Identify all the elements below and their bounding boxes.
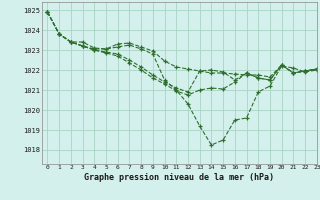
X-axis label: Graphe pression niveau de la mer (hPa): Graphe pression niveau de la mer (hPa) bbox=[84, 173, 274, 182]
